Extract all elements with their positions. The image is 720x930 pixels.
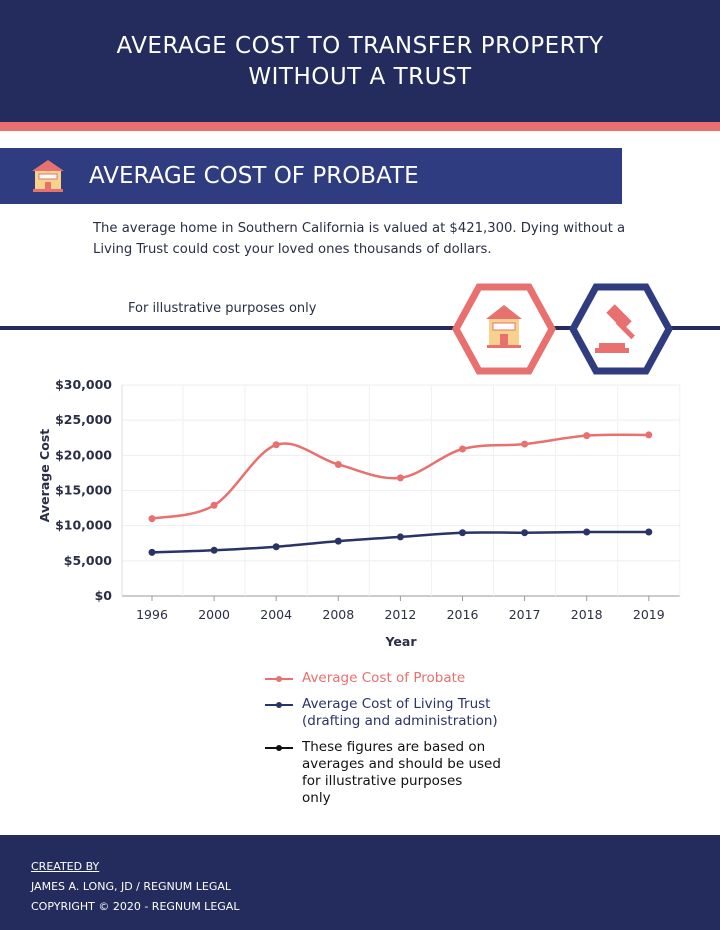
house-hexagon <box>452 283 556 375</box>
y-tick-label: $15,000 <box>55 483 112 498</box>
title-line-2: WITHOUT A TRUST <box>248 64 472 90</box>
data-point <box>210 546 218 554</box>
y-tick-label: $5,000 <box>64 553 113 568</box>
x-tick-label: 2000 <box>198 607 230 622</box>
x-tick-label: 2019 <box>633 607 665 622</box>
page-header: AVERAGE COST TO TRANSFER PROPERTY WITHOU… <box>0 0 720 122</box>
x-tick-label: 2008 <box>322 607 354 622</box>
legend-item-note: These figures are based on averages and s… <box>265 739 501 807</box>
section-title: AVERAGE COST OF PROBATE <box>89 163 419 189</box>
data-point <box>459 445 466 453</box>
legend-label: Average Cost of Probate <box>302 670 466 686</box>
author: JAMES A. LONG, JD / REGNUM LEGAL <box>31 880 232 893</box>
title-line-1: AVERAGE COST TO TRANSFER PROPERTY <box>116 33 604 59</box>
data-point <box>645 528 653 536</box>
y-tick-label: $0 <box>95 588 113 603</box>
x-tick-label: 2004 <box>260 607 292 622</box>
data-point <box>521 440 529 448</box>
legend-swatch <box>265 676 293 682</box>
legend-swatch <box>265 745 293 751</box>
illustrative-note: For illustrative purposes only <box>128 301 317 316</box>
line-chart: $0 $5,000 $10,000 $15,000 $20,000 $25,000 $30,… <box>37 377 681 649</box>
gavel-icon <box>595 304 635 353</box>
footer: CREATED BY JAMES A. LONG, JD / REGNUM LE… <box>0 835 720 930</box>
data-point <box>521 529 529 537</box>
legend-label: only <box>302 790 331 806</box>
x-tick-label: 2018 <box>571 607 603 622</box>
intro-text: The average home in Southern California … <box>93 221 626 257</box>
divider <box>0 326 720 330</box>
series-line-0 <box>151 433 649 520</box>
section-banner: AVERAGE COST OF PROBATE <box>0 148 622 204</box>
x-axis-label: Year <box>385 634 418 649</box>
legend-label: (drafting and administration) <box>302 713 498 729</box>
x-tick-label: 2016 <box>447 607 479 622</box>
data-point <box>583 432 591 440</box>
accent-bar <box>0 122 720 131</box>
y-tick-label: $20,000 <box>55 447 112 462</box>
legend-label: for illustrative purposes <box>302 773 463 789</box>
data-point <box>459 529 466 537</box>
y-tick-label: $10,000 <box>55 518 112 533</box>
data-point <box>272 543 280 551</box>
legend-label: averages and should be used <box>302 756 501 772</box>
data-point <box>148 548 156 556</box>
x-tick-label: 2017 <box>509 607 541 622</box>
data-point <box>334 460 342 468</box>
y-tick-label: $25,000 <box>55 412 112 427</box>
data-point <box>210 501 218 509</box>
chart-legend: Average Cost of Probate Average Cost of … <box>265 670 501 816</box>
x-tick-label: 1996 <box>136 607 168 622</box>
house-icon <box>32 160 64 192</box>
data-point <box>396 474 404 482</box>
data-point <box>645 431 653 439</box>
legend-item-trust: Average Cost of Living Trust (drafting an… <box>265 696 501 730</box>
data-point <box>148 515 156 523</box>
y-axis-label: Average Cost <box>37 429 52 522</box>
data-point <box>272 441 280 449</box>
data-point <box>583 528 591 536</box>
legend-label: Average Cost of Living Trust <box>302 696 491 712</box>
house-icon <box>486 305 522 348</box>
x-tick-label: 2012 <box>384 607 416 622</box>
created-by-label: CREATED BY <box>31 860 100 873</box>
gavel-hexagon <box>569 283 673 375</box>
data-point <box>396 533 404 541</box>
legend-swatch <box>265 702 293 708</box>
legend-label: These figures are based on <box>302 739 486 755</box>
copyright: COPYRIGHT © 2020 - REGNUM LEGAL <box>31 900 240 913</box>
data-point <box>334 537 342 545</box>
y-tick-label: $30,000 <box>55 377 112 392</box>
legend-item-probate: Average Cost of Probate <box>265 670 501 687</box>
